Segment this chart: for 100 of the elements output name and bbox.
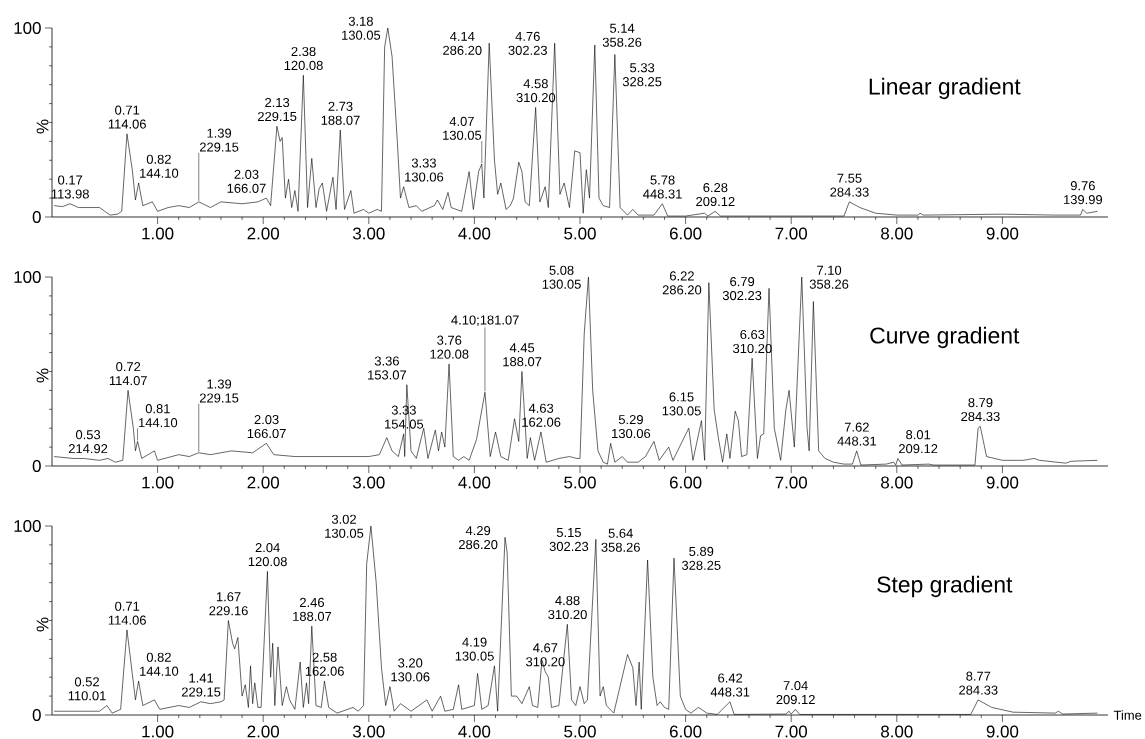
x-tick-label: 8.00 — [881, 476, 913, 489]
x-tick-label: 5.00 — [564, 227, 596, 240]
x-tick-label: 6.00 — [669, 476, 702, 489]
annotation: 6.28 209.12 — [696, 183, 735, 207]
y-tick-label: 100 — [14, 21, 41, 34]
annotation: 0.53 214.92 — [68, 430, 108, 454]
annotation: 3.18 130.05 — [342, 16, 381, 40]
annotation: 6.79 302.23 — [722, 277, 762, 301]
x-tick-label: 4.00 — [458, 227, 491, 240]
x-tick-label: 6.00 — [669, 725, 702, 738]
annotation: 4.10;181.07 — [451, 315, 519, 327]
annotation: 3.33 154.05 — [385, 405, 424, 429]
annotation: 3.02 130.05 — [325, 514, 364, 538]
annotation: 5.64 358.26 — [601, 528, 640, 552]
annotation: 2.04 120.08 — [248, 543, 287, 567]
annotation: 3.36 153.07 — [368, 356, 407, 380]
annotation: 8.01 209.12 — [899, 430, 938, 454]
text: Step gradient — [877, 575, 1013, 598]
annotation: 7.55 284.33 — [830, 173, 869, 197]
x-tick-label: 1.00 — [142, 227, 174, 240]
annotation: 5.15 302.23 — [549, 528, 589, 552]
annotation: 4.29 286.20 — [458, 526, 498, 550]
annotation: 4.63 162.06 — [522, 403, 561, 427]
annotation: 6.42 448.31 — [710, 673, 750, 697]
x-tick-label: 1.00 — [142, 725, 174, 738]
x-tick-label: 7.00 — [775, 725, 808, 738]
x-tick-label: 3.00 — [352, 227, 385, 240]
x-tick-label: 2.00 — [247, 476, 280, 489]
x-tick-label: 9.00 — [986, 227, 1019, 240]
annotation: 2.13 229.15 — [257, 97, 297, 122]
annotation: 2.73 188.07 — [321, 101, 360, 125]
annotation: 5.89 328.25 — [681, 546, 721, 570]
annotation: 5.78 448.31 — [643, 175, 682, 199]
annotation: 2.03 166.07 — [227, 169, 266, 193]
y-axis-title: % — [36, 368, 49, 383]
annotation: 2.38 120.08 — [284, 46, 323, 71]
annotation: 0.82 144.10 — [140, 652, 179, 676]
annotation: 6.15 130.05 — [662, 392, 701, 416]
x-tick-label: 7.00 — [775, 476, 808, 489]
annotation: 9.76 139.99 — [1064, 181, 1103, 205]
annotation: 4.67 310.20 — [526, 643, 565, 667]
annotation: 0.82 144.10 — [140, 154, 179, 178]
x-tick-label: 7.00 — [775, 227, 808, 240]
x-tick-label: 4.00 — [458, 476, 491, 489]
x-axis-title: Time — [1113, 710, 1142, 720]
annotation: 3.20 130.06 — [391, 658, 430, 682]
annotation: 4.76 302.23 — [508, 31, 547, 55]
annotation: 1.41 229.15 — [181, 673, 221, 697]
annotation: 1.39 229.15 — [199, 128, 239, 152]
annotation: 7.04 209.12 — [776, 681, 815, 705]
annotation: 5.14 358.26 — [602, 23, 642, 47]
annotation: 5.33 328.25 — [622, 63, 662, 87]
x-tick-label: 6.00 — [669, 227, 702, 240]
annotation: 4.07 130.05 — [443, 116, 482, 140]
x-tick-label: 9.00 — [986, 725, 1019, 738]
annotation: 2.58 162.06 — [305, 652, 344, 676]
annotation: 1.39 229.15 — [199, 379, 239, 403]
x-tick-label: 8.00 — [881, 227, 913, 240]
annotation: 0.81 144.10 — [139, 404, 178, 428]
annotation: 0.72 114.07 — [109, 362, 147, 386]
annotation: 5.29 130.06 — [612, 415, 651, 439]
y-tick-label: 0 — [32, 709, 41, 721]
x-tick-label: 9.00 — [986, 476, 1019, 489]
x-tick-label: 2.00 — [247, 725, 280, 738]
annotation: 7.10 358.26 — [809, 265, 849, 289]
annotation: 3.33 130.06 — [405, 158, 444, 182]
annotation: 6.63 310.20 — [733, 329, 772, 354]
annotation: 4.58 310.20 — [516, 79, 556, 103]
annotation: 4.88 310.20 — [548, 595, 587, 620]
x-tick-label: 1.00 — [142, 476, 174, 489]
x-tick-label: 8.00 — [881, 725, 913, 738]
annotation: 4.19 130.05 — [455, 637, 494, 661]
y-axis-title: % — [36, 617, 49, 632]
y-tick-label: 100 — [14, 520, 41, 532]
annotation: 0.52 110.01 — [68, 677, 106, 701]
annotation: 2.46 188.07 — [293, 597, 332, 621]
annotation: 0.71 114.06 — [108, 105, 146, 129]
annotation: 5.08 130.05 — [542, 265, 581, 289]
annotation: 3.76 120.08 — [430, 335, 469, 359]
annotation: 8.77 284.33 — [959, 671, 998, 695]
x-tick-label: 4.00 — [458, 725, 491, 738]
y-tick-label: 100 — [14, 271, 41, 283]
annotation: 4.45 188.07 — [503, 343, 542, 367]
annotation: 6.22 286.20 — [662, 271, 702, 295]
annotation: 2.03 166.07 — [247, 415, 286, 439]
x-tick-label: 3.00 — [352, 476, 385, 489]
text: Linear gradient — [869, 77, 1021, 100]
annotation: 8.79 284.33 — [961, 397, 1000, 422]
y-axis-title: % — [36, 119, 49, 134]
x-tick-label: 2.00 — [247, 227, 280, 240]
annotation: 7.62 448.31 — [837, 422, 877, 446]
annotation: 4.14 286.20 — [443, 31, 482, 55]
text: Curve gradient — [870, 326, 1020, 349]
annotation: 0.17 113.98 — [51, 175, 89, 199]
y-tick-label: 0 — [32, 210, 41, 223]
x-tick-label: 5.00 — [564, 725, 596, 738]
y-tick-label: 0 — [32, 460, 41, 472]
x-tick-label: 3.00 — [352, 725, 385, 738]
annotation: 0.71 114.06 — [108, 601, 146, 625]
annotation: 1.67 229.16 — [209, 592, 248, 616]
